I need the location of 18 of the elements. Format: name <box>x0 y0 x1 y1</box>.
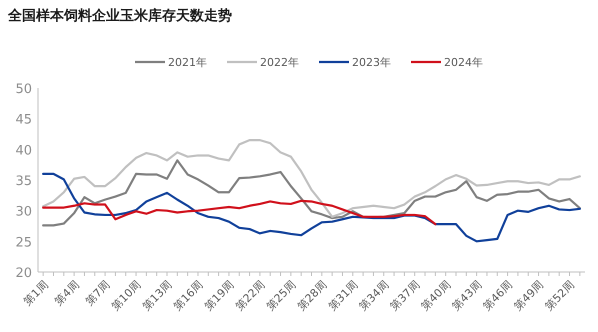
line-series <box>42 139 581 218</box>
legend-label: 2022年 <box>260 56 299 69</box>
y-tick-label: 45 <box>15 112 32 128</box>
line-series <box>42 172 581 242</box>
chart-title: 全国样本饲料企业玉米库存天数走势 <box>7 7 232 24</box>
line-series <box>42 200 436 226</box>
legend-label: 2021年 <box>168 56 207 69</box>
y-tick-label: 30 <box>15 204 32 220</box>
legend-label: 2024年 <box>444 56 483 69</box>
y-tick-label: 40 <box>15 143 32 158</box>
legend-label: 2023年 <box>352 56 391 69</box>
y-tick-label: 35 <box>15 174 32 189</box>
y-tick-label: 20 <box>15 266 32 281</box>
line-series <box>42 159 581 226</box>
x-tick-label: 第4周 <box>52 278 82 308</box>
x-tick-label: 第1周 <box>21 278 51 308</box>
y-tick-label: 50 <box>15 82 32 97</box>
y-tick-label: 25 <box>15 235 32 250</box>
